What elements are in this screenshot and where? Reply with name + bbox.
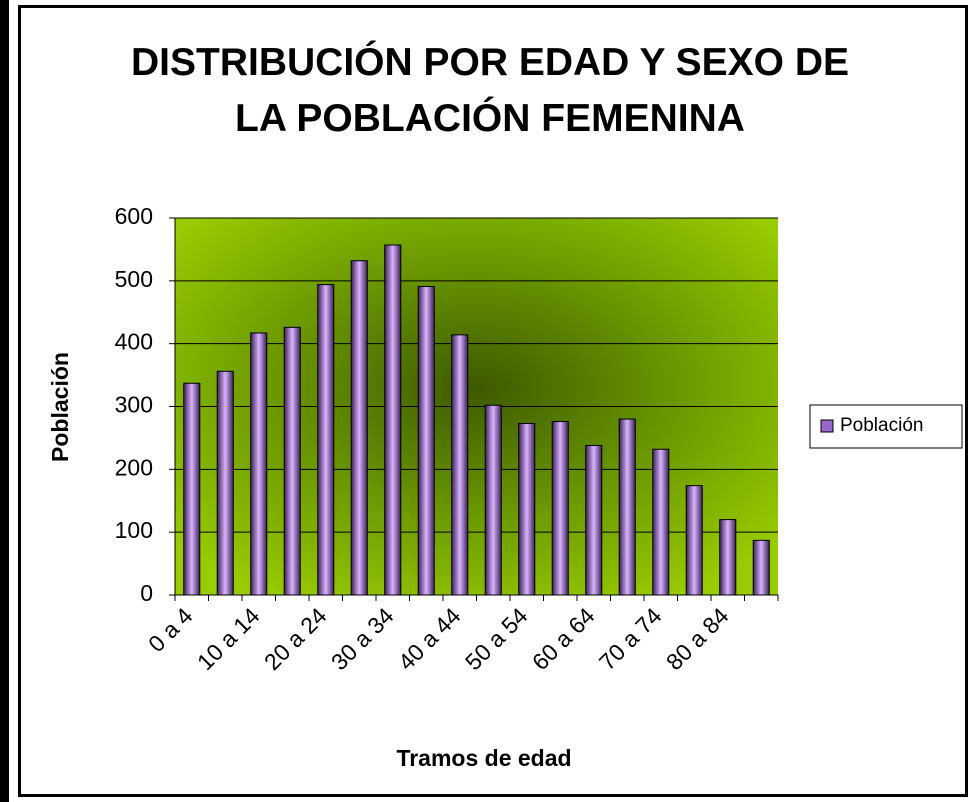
y-tick-label: 400	[115, 329, 153, 355]
bar	[317, 284, 335, 596]
bar	[216, 370, 234, 596]
y-tick-label: 600	[115, 203, 153, 229]
bar	[417, 285, 435, 596]
x-axis-title: Tramos de edad	[396, 745, 571, 771]
bar	[618, 418, 636, 596]
bar	[752, 539, 770, 596]
bar	[350, 260, 368, 596]
bar	[551, 421, 569, 596]
bar	[484, 404, 502, 596]
bar	[719, 519, 737, 596]
legend-label: Población	[840, 415, 923, 436]
y-tick-label: 100	[115, 517, 153, 543]
chart-title: DISTRIBUCIÓN POR EDAD Y SEXO DE LA POBLA…	[130, 41, 849, 140]
bar	[451, 334, 469, 596]
bar	[518, 422, 536, 596]
edge	[0, 0, 9, 802]
legend-swatch	[820, 419, 834, 433]
bar	[652, 448, 670, 596]
y-tick-label: 200	[115, 454, 153, 480]
bar	[283, 326, 301, 596]
bar	[250, 332, 268, 596]
bar	[685, 485, 703, 596]
bar	[384, 244, 402, 596]
y-tick-label: 500	[115, 266, 153, 292]
bar	[183, 382, 201, 596]
y-tick-label: 300	[115, 392, 153, 418]
y-tick-label: 0	[140, 580, 153, 606]
bar	[585, 444, 603, 596]
y-axis-title: Población	[47, 352, 73, 462]
legend-box	[809, 404, 963, 449]
